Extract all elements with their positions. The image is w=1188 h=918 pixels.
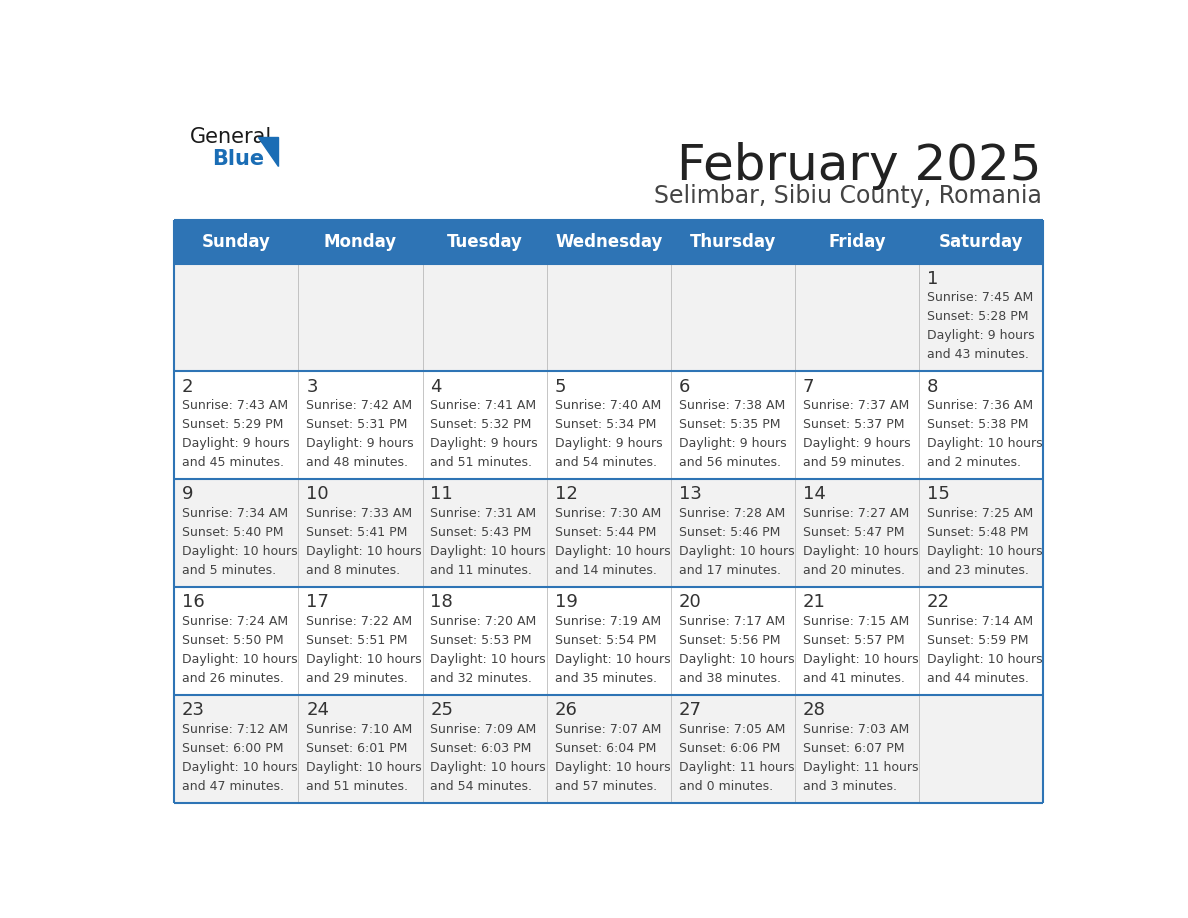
Text: 27: 27 [678,701,702,719]
Bar [175,479,1043,588]
Text: 25: 25 [430,701,454,719]
Text: 3: 3 [307,377,317,396]
Text: Sunrise: 7:40 AM
Sunset: 5:34 PM
Daylight: 9 hours
and 54 minutes.: Sunrise: 7:40 AM Sunset: 5:34 PM Dayligh… [555,399,662,469]
Text: Sunrise: 7:30 AM
Sunset: 5:44 PM
Daylight: 10 hours
and 14 minutes.: Sunrise: 7:30 AM Sunset: 5:44 PM Dayligh… [555,507,670,577]
Text: Sunrise: 7:22 AM
Sunset: 5:51 PM
Daylight: 10 hours
and 29 minutes.: Sunrise: 7:22 AM Sunset: 5:51 PM Dayligh… [307,615,422,685]
Text: Monday: Monday [324,232,397,251]
Text: Sunrise: 7:20 AM
Sunset: 5:53 PM
Daylight: 10 hours
and 32 minutes.: Sunrise: 7:20 AM Sunset: 5:53 PM Dayligh… [430,615,546,685]
Polygon shape [258,137,278,166]
Text: 5: 5 [555,377,565,396]
Bar [175,695,1043,803]
Text: 26: 26 [555,701,577,719]
Text: Sunrise: 7:38 AM
Sunset: 5:35 PM
Daylight: 9 hours
and 56 minutes.: Sunrise: 7:38 AM Sunset: 5:35 PM Dayligh… [678,399,786,469]
Text: 28: 28 [803,701,826,719]
Text: 8: 8 [927,377,939,396]
Text: Sunday: Sunday [202,232,271,251]
Bar [175,372,1043,479]
Text: Sunrise: 7:15 AM
Sunset: 5:57 PM
Daylight: 10 hours
and 41 minutes.: Sunrise: 7:15 AM Sunset: 5:57 PM Dayligh… [803,615,918,685]
Text: Sunrise: 7:33 AM
Sunset: 5:41 PM
Daylight: 10 hours
and 8 minutes.: Sunrise: 7:33 AM Sunset: 5:41 PM Dayligh… [307,507,422,577]
Text: Sunrise: 7:09 AM
Sunset: 6:03 PM
Daylight: 10 hours
and 54 minutes.: Sunrise: 7:09 AM Sunset: 6:03 PM Dayligh… [430,722,546,793]
Text: 11: 11 [430,486,453,503]
Text: Saturday: Saturday [939,232,1024,251]
Text: 1: 1 [927,270,939,287]
Text: Sunrise: 7:17 AM
Sunset: 5:56 PM
Daylight: 10 hours
and 38 minutes.: Sunrise: 7:17 AM Sunset: 5:56 PM Dayligh… [678,615,795,685]
Bar [175,588,1043,695]
Text: Sunrise: 7:25 AM
Sunset: 5:48 PM
Daylight: 10 hours
and 23 minutes.: Sunrise: 7:25 AM Sunset: 5:48 PM Dayligh… [927,507,1043,577]
Text: 7: 7 [803,377,814,396]
Text: February 2025: February 2025 [677,142,1042,190]
Text: 6: 6 [678,377,690,396]
Text: 21: 21 [803,593,826,611]
Text: Sunrise: 7:03 AM
Sunset: 6:07 PM
Daylight: 11 hours
and 3 minutes.: Sunrise: 7:03 AM Sunset: 6:07 PM Dayligh… [803,722,918,793]
Text: Sunrise: 7:05 AM
Sunset: 6:06 PM
Daylight: 11 hours
and 0 minutes.: Sunrise: 7:05 AM Sunset: 6:06 PM Dayligh… [678,722,795,793]
Text: Sunrise: 7:27 AM
Sunset: 5:47 PM
Daylight: 10 hours
and 20 minutes.: Sunrise: 7:27 AM Sunset: 5:47 PM Dayligh… [803,507,918,577]
Text: 12: 12 [555,486,577,503]
Text: Tuesday: Tuesday [447,232,523,251]
Text: Sunrise: 7:24 AM
Sunset: 5:50 PM
Daylight: 10 hours
and 26 minutes.: Sunrise: 7:24 AM Sunset: 5:50 PM Dayligh… [182,615,298,685]
Text: 22: 22 [927,593,950,611]
Text: Sunrise: 7:41 AM
Sunset: 5:32 PM
Daylight: 9 hours
and 51 minutes.: Sunrise: 7:41 AM Sunset: 5:32 PM Dayligh… [430,399,538,469]
Text: Sunrise: 7:43 AM
Sunset: 5:29 PM
Daylight: 9 hours
and 45 minutes.: Sunrise: 7:43 AM Sunset: 5:29 PM Dayligh… [182,399,290,469]
Text: Sunrise: 7:42 AM
Sunset: 5:31 PM
Daylight: 9 hours
and 48 minutes.: Sunrise: 7:42 AM Sunset: 5:31 PM Dayligh… [307,399,413,469]
Text: Sunrise: 7:37 AM
Sunset: 5:37 PM
Daylight: 9 hours
and 59 minutes.: Sunrise: 7:37 AM Sunset: 5:37 PM Dayligh… [803,399,910,469]
Text: Sunrise: 7:34 AM
Sunset: 5:40 PM
Daylight: 10 hours
and 5 minutes.: Sunrise: 7:34 AM Sunset: 5:40 PM Dayligh… [182,507,298,577]
Bar [175,263,1043,372]
Text: 13: 13 [678,486,702,503]
Text: Sunrise: 7:14 AM
Sunset: 5:59 PM
Daylight: 10 hours
and 44 minutes.: Sunrise: 7:14 AM Sunset: 5:59 PM Dayligh… [927,615,1043,685]
Bar [175,219,1043,263]
Text: 17: 17 [307,593,329,611]
Text: 24: 24 [307,701,329,719]
Text: Thursday: Thursday [690,232,776,251]
Text: 20: 20 [678,593,701,611]
Text: Sunrise: 7:31 AM
Sunset: 5:43 PM
Daylight: 10 hours
and 11 minutes.: Sunrise: 7:31 AM Sunset: 5:43 PM Dayligh… [430,507,546,577]
Text: Sunrise: 7:28 AM
Sunset: 5:46 PM
Daylight: 10 hours
and 17 minutes.: Sunrise: 7:28 AM Sunset: 5:46 PM Dayligh… [678,507,795,577]
Text: General: General [190,128,272,147]
Text: 18: 18 [430,593,453,611]
Text: 10: 10 [307,486,329,503]
Text: Selimbar, Sibiu County, Romania: Selimbar, Sibiu County, Romania [653,185,1042,208]
Text: 2: 2 [182,377,194,396]
Text: 14: 14 [803,486,826,503]
Text: Sunrise: 7:07 AM
Sunset: 6:04 PM
Daylight: 10 hours
and 57 minutes.: Sunrise: 7:07 AM Sunset: 6:04 PM Dayligh… [555,722,670,793]
Text: 16: 16 [182,593,204,611]
Text: Sunrise: 7:36 AM
Sunset: 5:38 PM
Daylight: 10 hours
and 2 minutes.: Sunrise: 7:36 AM Sunset: 5:38 PM Dayligh… [927,399,1043,469]
Text: Sunrise: 7:10 AM
Sunset: 6:01 PM
Daylight: 10 hours
and 51 minutes.: Sunrise: 7:10 AM Sunset: 6:01 PM Dayligh… [307,722,422,793]
Text: 15: 15 [927,486,950,503]
Text: Sunrise: 7:45 AM
Sunset: 5:28 PM
Daylight: 9 hours
and 43 minutes.: Sunrise: 7:45 AM Sunset: 5:28 PM Dayligh… [927,291,1035,362]
Text: 9: 9 [182,486,194,503]
Text: Blue: Blue [211,149,264,169]
Text: Wednesday: Wednesday [555,232,663,251]
Text: Sunrise: 7:12 AM
Sunset: 6:00 PM
Daylight: 10 hours
and 47 minutes.: Sunrise: 7:12 AM Sunset: 6:00 PM Dayligh… [182,722,298,793]
Text: 4: 4 [430,377,442,396]
Text: 19: 19 [555,593,577,611]
Text: 23: 23 [182,701,206,719]
Text: Friday: Friday [828,232,886,251]
Text: Sunrise: 7:19 AM
Sunset: 5:54 PM
Daylight: 10 hours
and 35 minutes.: Sunrise: 7:19 AM Sunset: 5:54 PM Dayligh… [555,615,670,685]
